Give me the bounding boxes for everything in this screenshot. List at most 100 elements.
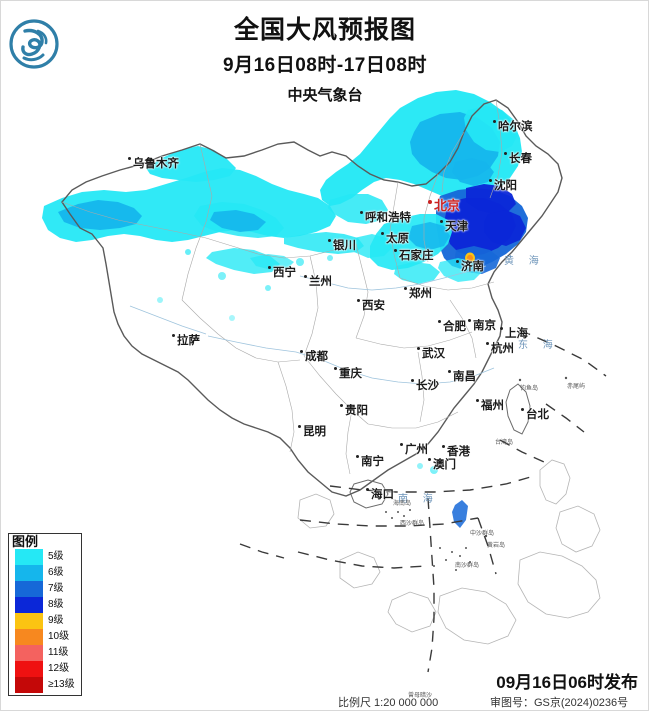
city-name-text: 沈阳 bbox=[494, 180, 517, 192]
legend-swatch bbox=[15, 597, 43, 613]
wind-cell-d bbox=[296, 258, 304, 266]
legend-swatch bbox=[15, 661, 43, 677]
city-label-兰州: 兰州 bbox=[304, 275, 332, 289]
legend-label: 11级 bbox=[48, 647, 69, 658]
legend-label: 9级 bbox=[48, 615, 64, 626]
legend-label: 5级 bbox=[48, 551, 64, 562]
wind-area-henan-g5 bbox=[394, 262, 440, 284]
city-marker-dot bbox=[300, 350, 303, 354]
legend-rows: 5级 6级 7级 8级 9级 10级 11级 12级 ≥13级 bbox=[15, 549, 81, 693]
city-marker-dot bbox=[428, 458, 431, 462]
wind-area-tianshan-core-g6 bbox=[210, 210, 266, 232]
city-label-福州: 福州 bbox=[476, 399, 504, 413]
city-marker-dot bbox=[400, 443, 403, 447]
china-national-border bbox=[61, 99, 563, 497]
wind-area-neimeng-w-g5 bbox=[328, 194, 388, 224]
wind-area-shandong-g9-ring bbox=[467, 254, 473, 262]
wind-area-yellowsea-g8c bbox=[484, 210, 526, 246]
wind-area-hebei-g6 bbox=[408, 222, 450, 250]
city-name-text: 成都 bbox=[305, 351, 328, 363]
cma-logo-icon bbox=[8, 18, 60, 70]
legend-swatch bbox=[15, 549, 43, 565]
city-marker-dot bbox=[334, 367, 337, 371]
wind-area-heilongjiang-g5b bbox=[464, 106, 518, 152]
island-label: 南沙群岛 bbox=[455, 563, 480, 569]
legend-row: 6级 bbox=[15, 565, 81, 581]
city-marker-dot bbox=[172, 334, 175, 338]
map-outline-layer bbox=[61, 99, 601, 645]
city-name-text: 哈尔滨 bbox=[498, 121, 533, 133]
neighbour-coastlines bbox=[297, 459, 601, 645]
city-marker-dot bbox=[356, 455, 359, 459]
hainan-island bbox=[349, 479, 389, 509]
city-label-贵阳: 贵阳 bbox=[340, 404, 368, 418]
city-marker-dot bbox=[442, 445, 445, 449]
wind-cell-h bbox=[430, 466, 438, 474]
city-name-text: 南京 bbox=[473, 320, 496, 332]
island-label: 台湾岛 bbox=[495, 440, 514, 446]
legend-swatch bbox=[15, 629, 43, 645]
nine-dash-line bbox=[239, 329, 607, 673]
wind-field-layer bbox=[42, 90, 528, 528]
legend-row: 10级 bbox=[15, 629, 81, 645]
city-label-乌鲁木齐: 乌鲁木齐 bbox=[128, 157, 179, 171]
city-name-text: 澳门 bbox=[433, 459, 456, 471]
city-marker-dot bbox=[417, 347, 420, 351]
city-label-南宁: 南宁 bbox=[356, 455, 384, 469]
legend-label: 7级 bbox=[48, 583, 64, 594]
city-marker-dot bbox=[486, 342, 489, 346]
city-name-text: 台北 bbox=[526, 409, 549, 421]
city-name-text: 海口 bbox=[371, 489, 394, 501]
city-marker-dot bbox=[128, 157, 131, 161]
city-name-text: 杭州 bbox=[491, 343, 514, 355]
city-label-武汉: 武汉 bbox=[417, 347, 445, 361]
city-label-重庆: 重庆 bbox=[334, 367, 362, 381]
wind-area-gansu-corridor-g5 bbox=[284, 232, 364, 254]
city-label-西宁: 西宁 bbox=[268, 266, 296, 280]
city-marker-dot bbox=[411, 379, 414, 383]
legend-row: 9级 bbox=[15, 613, 81, 629]
province-borders bbox=[61, 99, 503, 475]
city-marker-dot bbox=[504, 152, 507, 156]
sea-label: 黄 海 bbox=[504, 256, 545, 267]
sea-label: 南 海 bbox=[398, 494, 439, 505]
city-label-石家庄: 石家庄 bbox=[394, 249, 434, 263]
legend-title: 图例 bbox=[12, 534, 39, 549]
city-marker-dot bbox=[404, 287, 407, 291]
legend-label: 6级 bbox=[48, 567, 64, 578]
island-label: 赤尾屿 bbox=[567, 384, 586, 390]
island-label: 钓鱼岛 bbox=[520, 386, 539, 392]
city-name-text: 西宁 bbox=[273, 267, 296, 279]
forecast-period: 9月16日08时-17日08时 bbox=[223, 55, 427, 76]
city-label-南京: 南京 bbox=[468, 319, 496, 333]
wind-cell-a bbox=[185, 249, 191, 255]
legend-row: 11级 bbox=[15, 645, 81, 661]
island-dots bbox=[385, 376, 568, 571]
city-marker-dot bbox=[366, 488, 369, 492]
legend-label: 8级 bbox=[48, 599, 64, 610]
wind-area-jiangsu-g5 bbox=[438, 258, 482, 282]
issuing-agency: 中央气象台 bbox=[287, 87, 363, 104]
city-label-银川: 银川 bbox=[328, 239, 356, 253]
city-marker-dot bbox=[493, 120, 496, 124]
city-marker-dot bbox=[448, 370, 451, 374]
city-label-郑州: 郑州 bbox=[404, 287, 432, 301]
city-name-text: 南昌 bbox=[453, 371, 476, 383]
city-label-上海: 上海 bbox=[500, 327, 528, 341]
city-name-text: 北京 bbox=[434, 198, 461, 213]
city-label-西安: 西安 bbox=[357, 299, 385, 313]
island-label: 黄岩岛 bbox=[487, 543, 506, 549]
city-marker-dot bbox=[357, 299, 360, 303]
city-marker-dot bbox=[521, 408, 524, 412]
map-scale: 比例尺 1:20 000 000 bbox=[338, 697, 439, 709]
city-label-澳门: 澳门 bbox=[428, 458, 456, 472]
city-marker-dot bbox=[438, 320, 441, 324]
city-marker-dot bbox=[298, 425, 301, 429]
legend-row: 5级 bbox=[15, 549, 81, 565]
city-marker-dot bbox=[440, 220, 443, 224]
wind-cell-c bbox=[265, 285, 271, 291]
island-label: 曾母暗沙 bbox=[408, 693, 433, 699]
city-label-合肥: 合肥 bbox=[438, 320, 466, 334]
city-marker-dot bbox=[428, 199, 432, 204]
